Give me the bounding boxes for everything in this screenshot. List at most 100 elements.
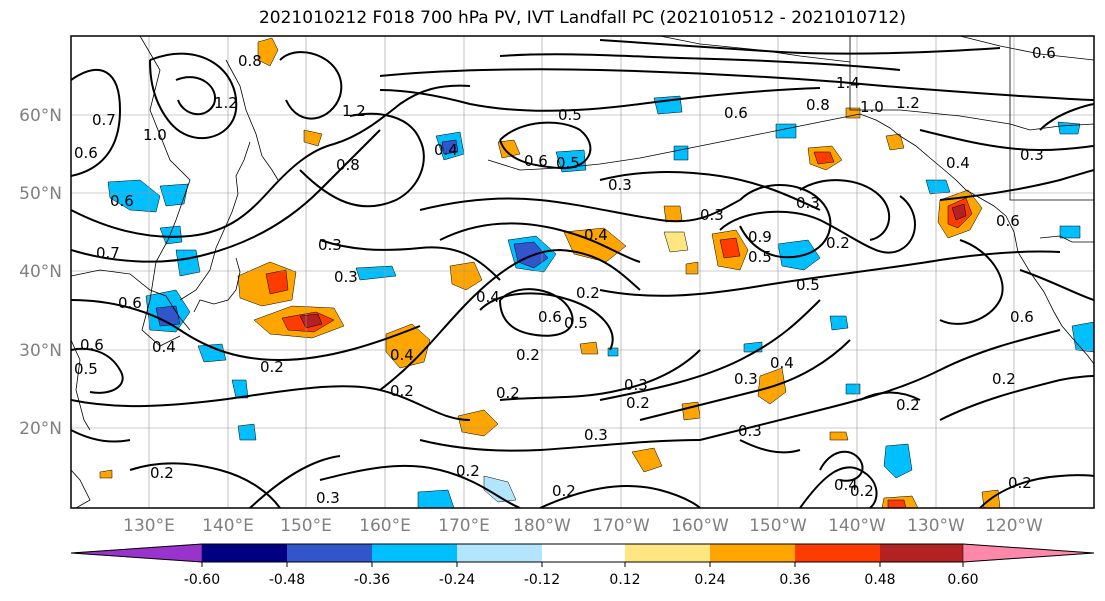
contour-label: 0.5: [74, 360, 98, 378]
contour-label: 0.6: [724, 104, 748, 122]
lon-label: 150°W: [749, 516, 807, 536]
contour-label: 1.4: [836, 74, 860, 92]
lon-label: 180°W: [513, 516, 571, 536]
contour-label: 0.3: [624, 376, 648, 394]
contour-label: 0.3: [734, 370, 758, 388]
contour-label: 0.2: [260, 358, 284, 376]
lon-label: 130°E: [123, 516, 175, 536]
contour-label: 0.3: [608, 176, 632, 194]
contour-label: 0.6: [118, 294, 142, 312]
contour-label: 0.2: [552, 482, 576, 500]
colorbar-tick-label: 0.48: [864, 572, 895, 588]
map-frame: [70, 35, 1095, 509]
lon-label: 140°W: [828, 516, 886, 536]
lat-label: 60°N: [19, 106, 62, 126]
colorbar-tick-label: 0.12: [609, 572, 640, 588]
colorbar-seg: [202, 544, 287, 562]
contour-label: 0.9: [748, 228, 772, 246]
contour-label: 0.3: [316, 489, 340, 507]
colorbar-seg-over: [962, 543, 1095, 563]
contour-label: 1.2: [214, 94, 238, 112]
contour-label: 0.6: [80, 336, 104, 354]
lat-label: 30°N: [19, 341, 62, 361]
contour-label: 0.2: [626, 394, 650, 412]
lat-label: 50°N: [19, 184, 62, 204]
contour-label: 0.2: [826, 234, 850, 252]
contour-label: 0.6: [538, 308, 562, 326]
contour-label: 0.2: [516, 346, 540, 364]
contour-label: 0.2: [456, 462, 480, 480]
contour-label: 0.7: [92, 111, 116, 129]
colorbar-seg: [710, 544, 795, 562]
colorbar-tick-label: 0.36: [779, 572, 810, 588]
contour-label: 0.5: [558, 106, 582, 124]
coastlines: [71, 36, 1094, 508]
contour-label: 0.2: [496, 384, 520, 402]
contour-label: 0.2: [992, 370, 1016, 388]
colorbar-tick-label: 0.24: [694, 572, 725, 588]
contour-label: 1.2: [896, 94, 920, 112]
contour-label: 0.3: [700, 206, 724, 224]
contour-label: 0.4: [834, 476, 858, 494]
contour-label: 0.8: [336, 156, 360, 174]
contour-label: 0.7: [96, 244, 120, 262]
contour-label: 1.2: [342, 102, 366, 120]
lon-label: 140°E: [202, 516, 254, 536]
positive-anomaly-patches: [99, 37, 1001, 508]
contour-label: 0.6: [996, 212, 1020, 230]
colorbar-seg: [880, 544, 963, 562]
contour-label: 0.8: [238, 52, 262, 70]
lat-label: 40°N: [19, 262, 62, 282]
contour-label: 0.3: [584, 426, 608, 444]
contour-label: 0.2: [390, 382, 414, 400]
contour-label: 0.3: [318, 236, 342, 254]
contour-label: 0.4: [434, 141, 458, 159]
lon-label: 150°E: [280, 516, 332, 536]
colorbar-seg: [457, 544, 542, 562]
contour-label: 0.6: [524, 152, 548, 170]
contour-label: 0.6: [1010, 308, 1034, 326]
colorbar-ticks: [201, 562, 964, 567]
lon-label: 170°E: [438, 516, 490, 536]
pv-contours: [71, 39, 1094, 508]
colorbar-seg-under: [70, 543, 203, 563]
contour-label: 0.6: [1032, 44, 1056, 62]
lon-label: 160°W: [671, 516, 729, 536]
lon-label: 160°E: [359, 516, 411, 536]
contour-label: 1.0: [143, 126, 167, 144]
colorbar-tick-labels: -0.60 -0.48 -0.36 -0.24 -0.12 0.12 0.24 …: [184, 572, 979, 588]
lon-labels: 130°E 140°E 150°E 160°E 170°E 180°W 170°…: [123, 516, 1043, 536]
contour-label: 0.2: [576, 284, 600, 302]
gridlines: [71, 36, 1094, 508]
contour-label: 0.5: [556, 154, 580, 172]
contour-label: 0.2: [150, 464, 174, 482]
lon-label: 170°W: [592, 516, 650, 536]
map-plot-area: 0.7 0.6 1.0 0.6 1.2 0.8 0.8 1.2 1.4 1.0 …: [71, 36, 1094, 508]
map-title: 2021010212 F018 700 hPa PV, IVT Landfall…: [258, 8, 906, 28]
contour-label: 0.3: [796, 194, 820, 212]
colorbar-tick-label: -0.60: [184, 572, 220, 588]
contour-label: 0.2: [896, 396, 920, 414]
colorbar-seg: [625, 544, 710, 562]
contour-label: 0.4: [152, 338, 176, 356]
colorbar: [70, 543, 1095, 563]
lat-labels: 60°N 50°N 40°N 30°N 20°N: [19, 106, 62, 439]
lon-label: 120°W: [985, 516, 1043, 536]
contour-label: 0.6: [74, 144, 98, 162]
contour-label: 0.3: [334, 268, 358, 286]
contour-label: 0.2: [1008, 474, 1032, 492]
contour-label: 0.5: [796, 276, 820, 294]
colorbar-tick-label: -0.24: [439, 572, 475, 588]
contour-label: 0.4: [476, 288, 500, 306]
colorbar-seg: [795, 544, 880, 562]
contour-label: 0.6: [110, 192, 134, 210]
negative-anomaly-patches: [107, 95, 1094, 508]
colorbar-seg: [542, 544, 625, 562]
lat-label: 20°N: [19, 419, 62, 439]
lon-label: 130°W: [907, 516, 965, 536]
colorbar-tick-label: -0.36: [354, 572, 390, 588]
contour-label: 0.5: [748, 248, 772, 266]
colorbar-seg: [372, 544, 457, 562]
contour-label: 0.8: [806, 96, 830, 114]
